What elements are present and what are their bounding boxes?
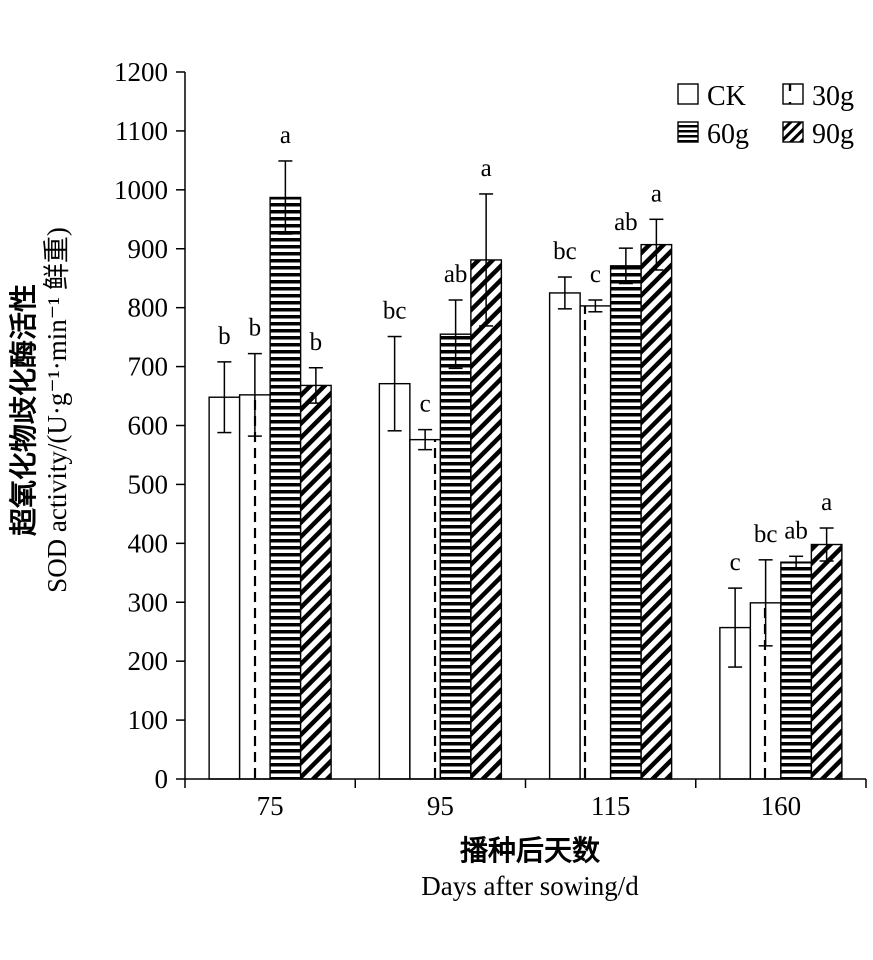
y-tick-label: 300: [128, 587, 169, 617]
bar-ck-115: [548, 292, 581, 780]
significance-label: a: [651, 180, 662, 207]
y-axis-title: 超氧化物歧化酶活性: [8, 284, 40, 536]
significance-label: bc: [383, 298, 407, 325]
significance-label: bc: [553, 238, 577, 265]
significance-label: bc: [754, 521, 778, 548]
axes: 75 95 115 160 0 100 200 300 400 500 600 700 800 900 10…: [114, 57, 867, 821]
x-axis-title-cn: 播种后天数: [460, 835, 601, 867]
legend-label-ck: CK: [707, 81, 746, 112]
legend-swatch-ck: [677, 83, 699, 105]
y-tick-label: 0: [155, 764, 169, 794]
significance-label: c: [730, 549, 741, 576]
legend-swatch-30g: [782, 83, 804, 105]
significance-label: a: [481, 155, 492, 182]
bar-30g-115: [579, 305, 612, 780]
legend-swatch-60g: [677, 121, 699, 143]
significance-label: ab: [614, 209, 638, 236]
bar-90g-160: [810, 543, 843, 780]
y-axis-title-en-group: SOD activity/(U·g⁻¹·min⁻¹ 鲜重): [42, 227, 72, 593]
significance-label: a: [821, 489, 832, 516]
y-tick-label: 1100: [115, 116, 168, 146]
legend-label-60g: 60g: [707, 119, 749, 150]
bar-ck-95: [378, 382, 411, 780]
y-tick-label: 1000: [114, 175, 168, 205]
significance-label: b: [249, 315, 262, 342]
legend-swatch-90g: [782, 121, 804, 143]
bar-ck-75: [208, 396, 241, 780]
x-tick-label: 115: [591, 791, 631, 821]
significance-label: b: [310, 329, 323, 356]
bar-60g-75: [269, 196, 302, 780]
y-tick-label: 200: [128, 646, 169, 676]
legend: CK 30g 60g 90g: [677, 81, 854, 150]
x-axis-title-en: Days after sowing/d: [421, 871, 639, 901]
bar-30g-95: [409, 438, 442, 780]
significance-label: c: [590, 261, 601, 288]
significance-label: ab: [784, 517, 808, 544]
x-tick-label: 75: [257, 791, 284, 821]
y-tick-label: 100: [128, 705, 169, 735]
bar-60g-115: [609, 265, 642, 780]
bar-60g-95: [439, 333, 472, 780]
significance-label: c: [420, 391, 431, 418]
significance-label: b: [218, 323, 231, 350]
significance-label: ab: [444, 261, 468, 288]
bar-60g-160: [780, 561, 813, 780]
y-tick-label: 400: [128, 528, 169, 558]
y-tick-label: 800: [128, 293, 169, 323]
y-tick-label: 1200: [114, 57, 168, 87]
bar-30g-75: [238, 394, 271, 780]
legend-label-90g: 90g: [812, 119, 854, 150]
y-tick-label: 600: [128, 411, 169, 441]
y-tick-label: 700: [128, 352, 169, 382]
bar-90g-115: [640, 243, 673, 780]
bar-90g-75: [299, 384, 332, 780]
y-axis-title-cn: 超氧化物歧化酶活性: [8, 284, 40, 536]
x-tick-label: 95: [427, 791, 454, 821]
bar-90g-95: [470, 259, 503, 780]
significance-label: a: [280, 122, 291, 149]
y-axis-title-en: SOD activity/(U·g⁻¹·min⁻¹ 鲜重): [42, 227, 72, 593]
legend-label-30g: 30g: [812, 81, 854, 112]
y-tick-label: 500: [128, 469, 169, 499]
y-tick-label: 900: [128, 234, 169, 264]
x-tick-label: 160: [761, 791, 802, 821]
